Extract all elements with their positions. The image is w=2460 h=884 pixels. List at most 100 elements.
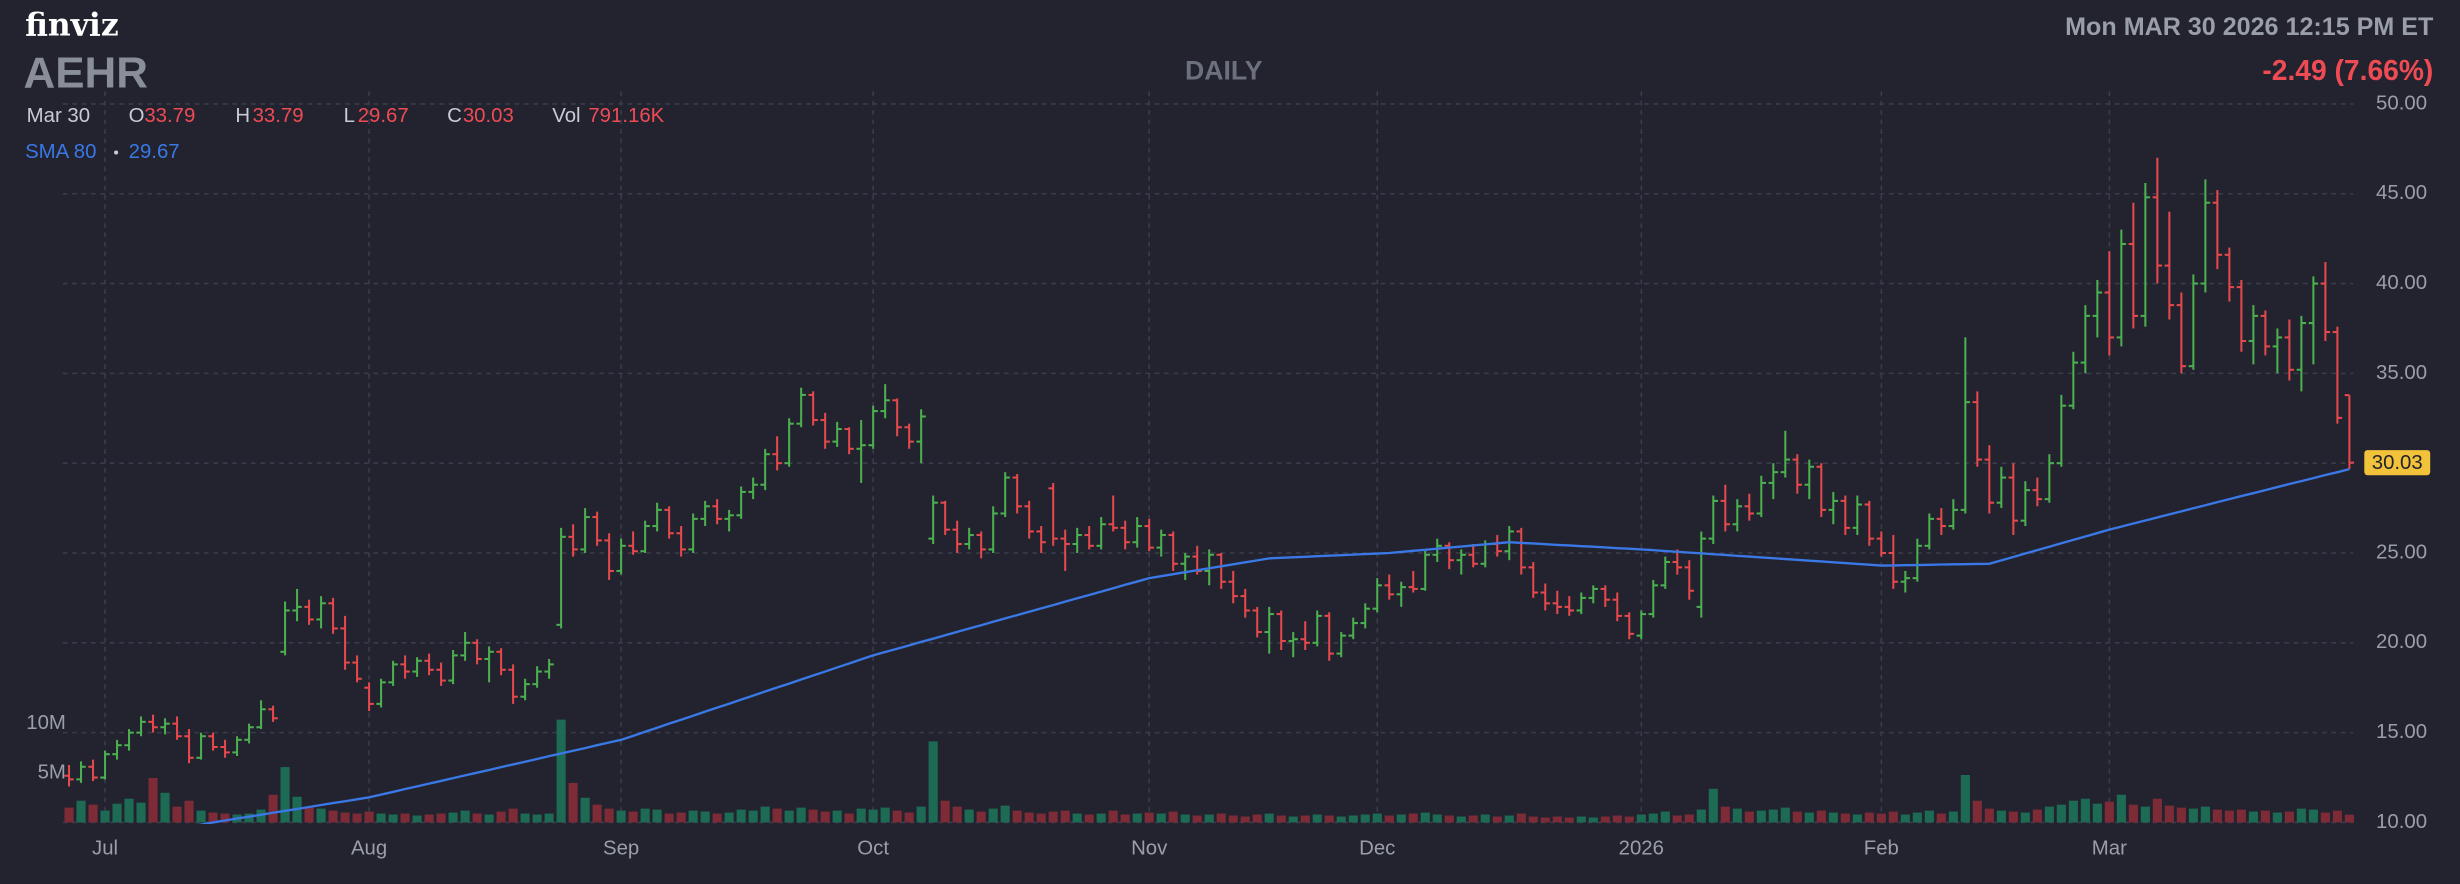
volume-bar xyxy=(1684,814,1694,823)
volume-bar xyxy=(544,813,554,823)
sma-legend-value: 29.67 xyxy=(129,141,180,163)
logo[interactable]: finviz xyxy=(25,8,119,44)
volume-bar xyxy=(2032,809,2042,823)
volume-bar xyxy=(1180,814,1190,823)
volume-bar xyxy=(2212,809,2222,823)
volume-bar xyxy=(1384,815,1394,823)
volume-bar xyxy=(796,807,806,823)
volume-bar xyxy=(2116,794,2126,823)
volume-bar xyxy=(196,810,206,823)
volume-bar xyxy=(100,810,110,823)
volume-bar xyxy=(1720,806,1730,823)
volume-bar xyxy=(808,809,818,823)
volume-bar xyxy=(1408,813,1418,823)
volume-bar xyxy=(1348,815,1358,823)
volume-bar xyxy=(2260,810,2270,823)
y-tick-label: 15.00 xyxy=(2376,721,2427,743)
volume-bar xyxy=(1708,788,1718,823)
volume-bar xyxy=(724,812,734,823)
volume-bar xyxy=(1168,811,1178,823)
legend-close-label: C xyxy=(447,105,462,127)
volume-bar xyxy=(2236,809,2246,823)
volume-bar xyxy=(1552,816,1562,823)
price-change: -2.49 (7.66%) xyxy=(2262,54,2433,86)
legend-open: 33.79 xyxy=(144,105,195,127)
volume-bar xyxy=(2320,812,2330,823)
volume-bar xyxy=(1264,813,1274,823)
volume-bar xyxy=(1456,816,1466,823)
volume-bar xyxy=(2104,801,2114,823)
volume-bar xyxy=(1876,813,1886,823)
volume-bar xyxy=(916,806,926,823)
volume-bar xyxy=(280,767,290,823)
volume-bar xyxy=(2248,811,2258,823)
volume-bar xyxy=(328,810,338,823)
volume-bar xyxy=(364,811,374,823)
volume-bar xyxy=(1504,815,1514,823)
volume-bar xyxy=(1012,810,1022,823)
volume-bar xyxy=(1864,812,1874,823)
volume-bar xyxy=(1948,811,1958,823)
volume-bar xyxy=(2284,811,2294,823)
y-tick-label: 20.00 xyxy=(2376,631,2427,653)
volume-bar xyxy=(1360,814,1370,823)
volume-bar xyxy=(1060,810,1070,823)
volume-bar xyxy=(868,809,878,823)
volume-bar xyxy=(1336,816,1346,823)
volume-bar xyxy=(2308,809,2318,823)
volume-bar xyxy=(2044,806,2054,823)
volume-bar xyxy=(484,814,494,823)
volume-bar xyxy=(592,804,602,823)
volume-bar xyxy=(952,806,962,823)
volume-bar xyxy=(448,812,458,823)
sma-layer xyxy=(197,467,2350,825)
volume-bar xyxy=(616,810,626,823)
volume-bar xyxy=(208,812,218,823)
volume-bar xyxy=(1660,811,1670,823)
y-tick-label: 50.00 xyxy=(2376,92,2427,114)
volume-bar xyxy=(2188,808,2198,823)
volume-bar xyxy=(460,810,470,823)
volume-bar xyxy=(1588,817,1598,823)
y-tick-label: 40.00 xyxy=(2376,272,2427,294)
separator-dot xyxy=(114,150,119,155)
legend-date: Mar 30 xyxy=(27,105,90,127)
timeframe: DAILY xyxy=(1185,56,1263,86)
sma-line xyxy=(197,467,2350,825)
legend-volume: 791.16K xyxy=(588,105,664,127)
volume-bar xyxy=(88,804,98,823)
volume-bar xyxy=(1036,813,1046,823)
volume-bar xyxy=(1924,810,1934,823)
volume-bar xyxy=(2140,806,2150,823)
volume-bar xyxy=(1732,808,1742,823)
volume-bar xyxy=(736,809,746,823)
volume-bar xyxy=(2068,800,2078,823)
volume-bar xyxy=(1888,811,1898,823)
x-tick-label: 2026 xyxy=(1619,838,1664,860)
volume-bar xyxy=(1132,813,1142,823)
volume-bar xyxy=(1624,816,1634,823)
volume-bar xyxy=(1612,815,1622,823)
volume-bar xyxy=(784,810,794,823)
volume-bar xyxy=(1492,816,1502,823)
sma-legend-name[interactable]: SMA 80 xyxy=(25,141,96,163)
volume-bar xyxy=(664,813,674,823)
volume-bar xyxy=(244,813,254,823)
y-tick-label: 45.00 xyxy=(2376,182,2427,204)
volume-bar xyxy=(1516,813,1526,823)
volume-bar xyxy=(1444,815,1454,823)
volume-bar xyxy=(1300,815,1310,823)
volume-bar xyxy=(1696,809,1706,823)
volume-bar xyxy=(1780,807,1790,823)
legend-open-label: O xyxy=(129,105,145,127)
volume-bar xyxy=(1432,814,1442,823)
volume-bar xyxy=(820,811,830,823)
volume-bar xyxy=(1600,816,1610,823)
volume-bar xyxy=(1648,813,1658,823)
volume-bar xyxy=(2152,798,2162,823)
volume-bar xyxy=(1276,815,1286,823)
volume-bar xyxy=(64,807,74,823)
last-price-label: 30.03 xyxy=(2372,452,2423,474)
